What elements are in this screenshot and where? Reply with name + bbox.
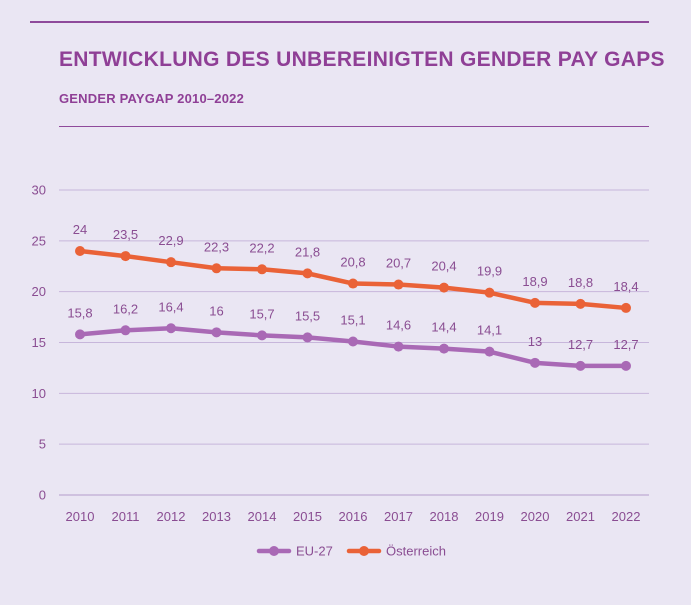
data-point-eu-27: [75, 329, 85, 340]
data-point-eu-27: [348, 336, 358, 347]
data-label-eu-27: 14,1: [477, 323, 502, 338]
data-point-eu-27: [302, 332, 313, 343]
data-point-eu-27: [166, 323, 176, 334]
x-tick-label: 2016: [339, 509, 368, 524]
y-tick-label: 25: [32, 233, 46, 248]
data-label-oesterreich: 24: [73, 222, 87, 237]
x-tick-label: 2017: [384, 509, 413, 524]
data-label-eu-27: 14,6: [386, 318, 411, 333]
data-label-eu-27: 16,2: [113, 301, 138, 316]
data-label-oesterreich: 22,3: [204, 239, 229, 254]
data-label-eu-27: 15,7: [249, 306, 274, 321]
data-label-oesterreich: 19,9: [477, 264, 502, 279]
data-point-eu-27: [621, 360, 631, 371]
legend-label-eu-27: EU-27: [296, 544, 333, 559]
data-label-oesterreich: 22,2: [249, 240, 274, 255]
y-tick-label: 10: [32, 386, 46, 401]
x-tick-label: 2014: [248, 509, 277, 524]
y-tick-label: 30: [32, 183, 46, 198]
data-label-eu-27: 15,8: [67, 305, 92, 320]
data-point-eu-27: [120, 325, 131, 336]
data-point-oesterreich: [439, 282, 449, 293]
y-tick-label: 5: [39, 437, 46, 452]
data-label-eu-27: 16,4: [158, 299, 183, 314]
data-point-oesterreich: [575, 298, 586, 309]
x-tick-label: 2015: [293, 509, 322, 524]
data-label-oesterreich: 21,8: [295, 244, 320, 259]
legend-marker-eu-27: [269, 546, 279, 556]
data-label-oesterreich: 23,5: [113, 227, 138, 242]
x-tick-label: 2019: [475, 509, 504, 524]
chart-title: ENTWICKLUNG DES UNBEREINIGTEN GENDER PAY…: [59, 48, 665, 71]
data-point-eu-27: [439, 343, 449, 354]
series-line-eu-27: [77, 326, 629, 369]
data-point-eu-27: [393, 341, 404, 352]
data-point-eu-27: [484, 346, 495, 357]
data-label-eu-27: 12,7: [568, 337, 593, 352]
data-label-eu-27: 15,1: [340, 312, 365, 327]
y-tick-label: 20: [32, 284, 46, 299]
x-tick-label: 2022: [612, 509, 641, 524]
x-tick-label: 2012: [157, 509, 186, 524]
data-point-oesterreich: [166, 257, 176, 268]
header-divider: [59, 126, 649, 127]
chart-subtitle: GENDER PAYGAP 2010–2022: [59, 91, 245, 106]
x-tick-label: 2018: [430, 509, 459, 524]
data-label-eu-27: 15,5: [295, 308, 320, 323]
x-tick-label: 2013: [202, 509, 231, 524]
data-label-eu-27: 13: [528, 334, 542, 349]
data-label-eu-27: 16: [209, 303, 223, 318]
data-label-oesterreich: 18,9: [522, 274, 547, 289]
data-point-oesterreich: [211, 263, 222, 274]
data-point-oesterreich: [348, 278, 358, 289]
data-point-eu-27: [575, 360, 586, 371]
y-tick-label: 15: [32, 335, 46, 350]
x-tick-label: 2020: [521, 509, 550, 524]
data-point-oesterreich: [393, 279, 404, 290]
data-label-oesterreich: 22,9: [158, 233, 183, 248]
data-label-oesterreich: 18,8: [568, 275, 593, 290]
legend-label-oesterreich: Österreich: [386, 544, 446, 559]
x-tick-label: 2021: [566, 509, 595, 524]
data-label-eu-27: 14,4: [431, 320, 456, 335]
data-point-oesterreich: [257, 264, 267, 275]
data-label-oesterreich: 18,4: [613, 279, 638, 294]
x-tick-label: 2011: [112, 509, 140, 524]
data-point-eu-27: [211, 327, 222, 338]
top-divider: [30, 21, 649, 23]
data-label-oesterreich: 20,7: [386, 256, 411, 271]
data-point-eu-27: [530, 357, 540, 368]
y-tick-label: 0: [39, 488, 46, 503]
data-point-oesterreich: [120, 251, 131, 262]
data-point-oesterreich: [530, 297, 540, 308]
data-point-eu-27: [257, 330, 267, 341]
legend-marker-oesterreich: [359, 546, 369, 556]
x-tick-label: 2010: [66, 509, 95, 524]
data-label-eu-27: 12,7: [613, 337, 638, 352]
data-point-oesterreich: [302, 268, 313, 279]
data-point-oesterreich: [621, 302, 631, 313]
data-point-oesterreich: [484, 287, 495, 298]
data-point-oesterreich: [75, 246, 85, 256]
data-label-oesterreich: 20,8: [340, 255, 365, 270]
data-label-oesterreich: 20,4: [431, 259, 456, 274]
